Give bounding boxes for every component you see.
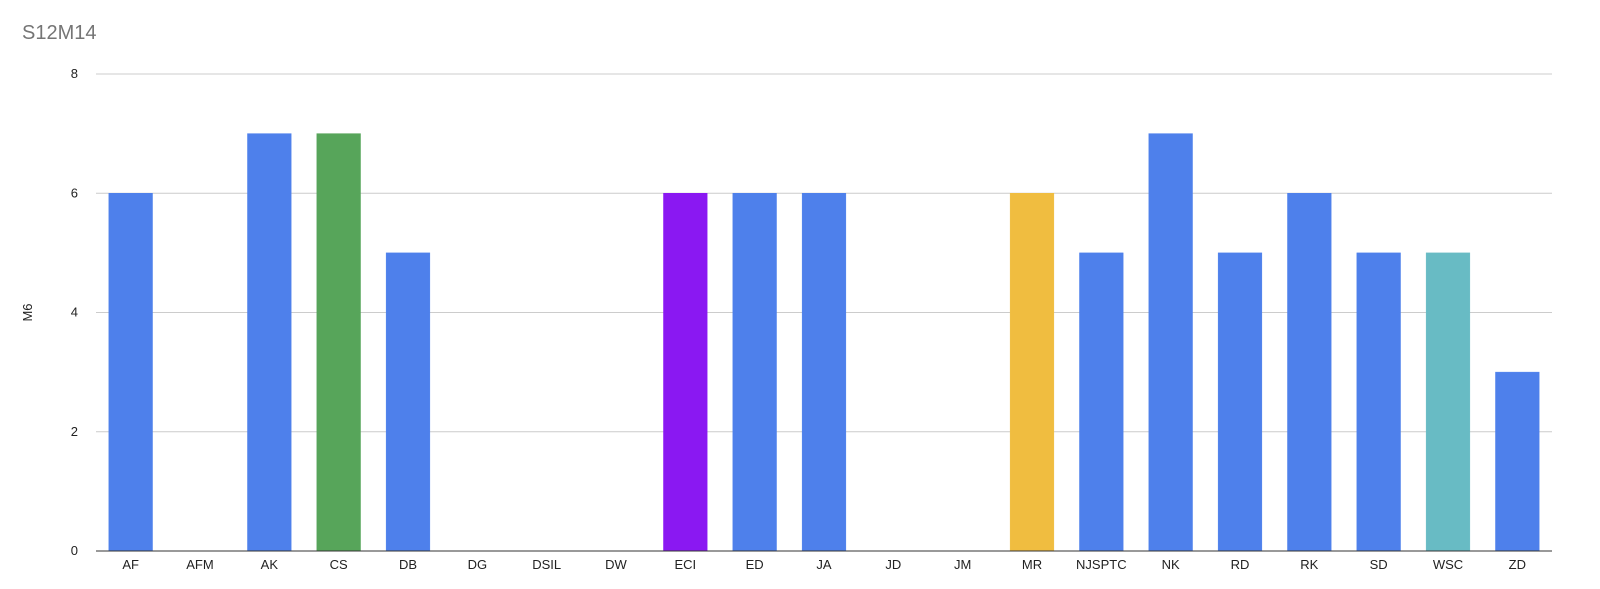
chart-title: S12M14 (22, 22, 97, 44)
x-tick-label: JD (885, 557, 901, 572)
bar-db[interactable] (385, 252, 431, 552)
y-axis-title: M6 (20, 303, 35, 321)
y-tick-label: 0 (71, 543, 78, 558)
bar-eci[interactable] (663, 193, 708, 552)
x-tick-label: CS (330, 557, 348, 572)
x-tick-label: DW (605, 557, 627, 572)
bars (96, 133, 1552, 552)
bar-mr[interactable] (1009, 193, 1055, 552)
bar-ja[interactable] (801, 193, 847, 552)
x-tick-label: AFM (186, 557, 213, 572)
x-tick-label: MR (1022, 557, 1042, 572)
x-tick-label: ZD (1509, 557, 1526, 572)
bar-ed[interactable] (732, 193, 777, 552)
bar-sd[interactable] (1356, 252, 1401, 552)
x-tick-label: ED (746, 557, 764, 572)
x-tick-label: DG (468, 557, 488, 572)
x-tick-label: NK (1162, 557, 1180, 572)
bar-rd[interactable] (1217, 252, 1263, 552)
x-axis-labels: AF AFM AK CS DB DG DSIL DW ECI ED JA JD JM MR NJSPTC NK… (122, 557, 1526, 572)
x-tick-label: AF (122, 557, 139, 572)
bar-njsptc[interactable] (1079, 252, 1124, 552)
y-tick-label: 6 (71, 185, 78, 200)
x-tick-label: NJSPTC (1076, 557, 1127, 572)
y-tick-label: 2 (71, 424, 78, 439)
x-tick-label: ECI (674, 557, 696, 572)
bar-wsc[interactable] (1425, 252, 1471, 552)
x-tick-label: WSC (1433, 557, 1463, 572)
bar-ak[interactable] (247, 133, 292, 552)
x-tick-label: DSIL (532, 557, 561, 572)
y-axis-ticks: 0 2 4 6 8 (71, 66, 78, 558)
x-tick-label: SD (1370, 557, 1388, 572)
x-tick-label: JM (954, 557, 971, 572)
y-tick-label: 4 (71, 305, 78, 320)
x-tick-label: JA (816, 557, 832, 572)
bar-zd[interactable] (1495, 371, 1540, 552)
x-tick-label: DB (399, 557, 417, 572)
bar-cs[interactable] (316, 133, 361, 552)
bar-nk[interactable] (1148, 133, 1193, 552)
x-tick-label: RD (1231, 557, 1250, 572)
bar-af[interactable] (108, 193, 153, 552)
bar-rk[interactable] (1287, 193, 1332, 552)
x-tick-label: RK (1300, 557, 1318, 572)
y-tick-label: 8 (71, 66, 78, 81)
x-tick-label: AK (261, 557, 279, 572)
